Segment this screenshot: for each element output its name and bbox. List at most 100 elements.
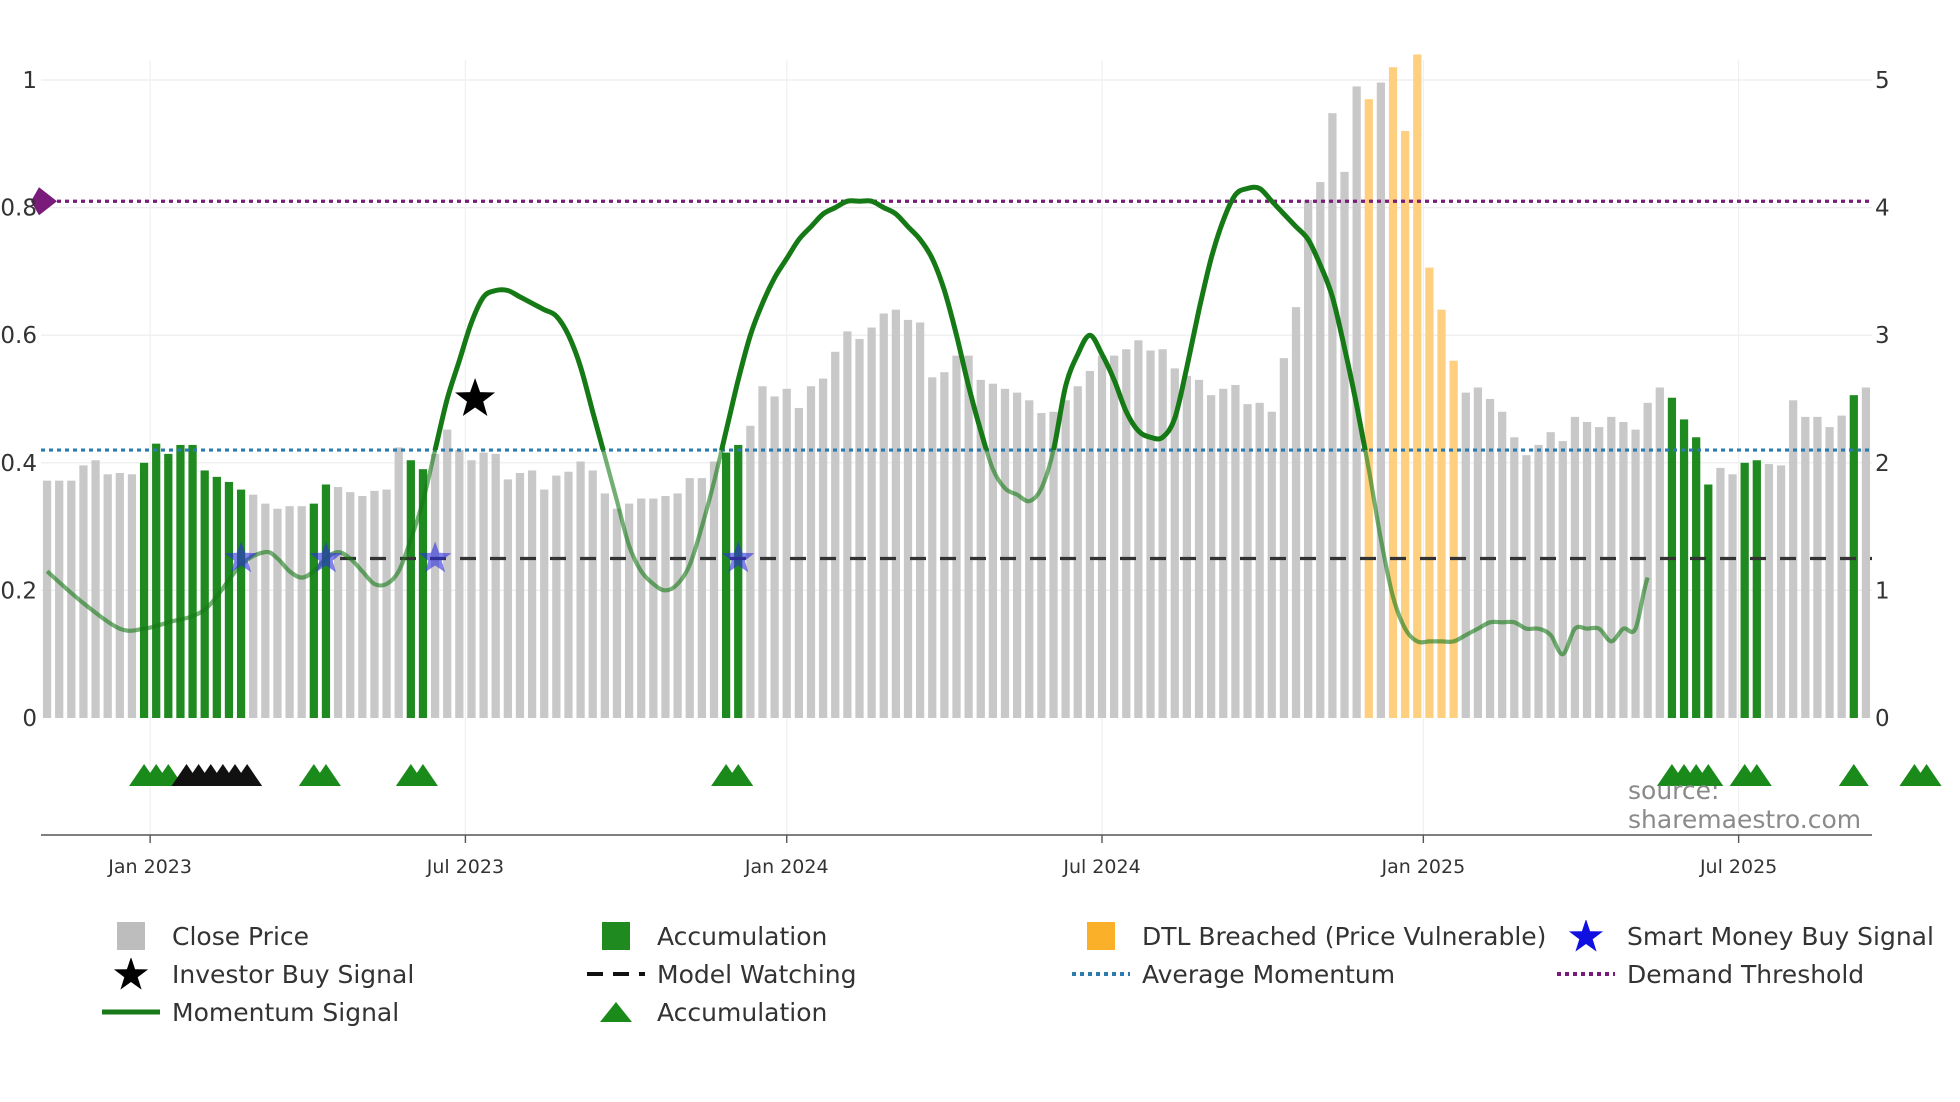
legend-dot-icon <box>1555 958 1617 990</box>
close-price-bar <box>42 480 52 718</box>
bottom-markers <box>129 764 1942 786</box>
momentum-layer <box>45 184 1650 657</box>
x-tick-label: Jan 2024 <box>744 856 829 878</box>
reference-lines <box>31 187 1872 561</box>
legend-item: Average Momentum <box>1070 958 1395 990</box>
legend-item: Model Watching <box>585 958 857 990</box>
close-price-bar <box>273 508 282 718</box>
close-price-bar <box>1376 82 1386 718</box>
close-price-bar <box>806 386 816 718</box>
close-price-bar <box>649 498 658 718</box>
dtl-breached-bar <box>1401 131 1410 719</box>
close-price-bar <box>1801 416 1810 718</box>
close-price-bar <box>1037 413 1046 718</box>
left-tick-label: 0.6 <box>0 323 37 349</box>
close-price-bar <box>782 388 791 718</box>
close-price-bar <box>952 355 961 718</box>
left-tick-label: 0.2 <box>0 578 37 604</box>
close-price-bar <box>455 450 464 718</box>
close-price-bar <box>1643 402 1652 718</box>
close-price-bar <box>1461 392 1470 718</box>
accumulation-bar <box>1679 419 1689 718</box>
close-price-bar <box>624 503 634 718</box>
accumulation-bar <box>321 484 331 718</box>
close-price-bar <box>831 351 840 718</box>
close-price-bar <box>564 471 573 718</box>
close-price-bar <box>1243 404 1252 718</box>
close-price-bar <box>709 461 719 718</box>
close-price-bar <box>1255 402 1264 718</box>
close-price-bar <box>673 493 682 718</box>
left-tick-label: 0.8 <box>0 196 37 222</box>
close-price-bar <box>115 473 124 718</box>
close-price-bar <box>1825 427 1834 718</box>
right-tick-label: 1 <box>1875 578 1890 604</box>
close-price-bar <box>346 492 355 718</box>
close-price-bar <box>637 498 646 718</box>
accumulation-triangle <box>1838 764 1869 786</box>
close-price-bar <box>600 493 609 718</box>
close-price-bar <box>1219 388 1228 718</box>
close-price-bar <box>915 322 925 718</box>
close-price-bar <box>261 503 270 718</box>
close-price-bar <box>1607 416 1616 718</box>
close-price-bar <box>1158 349 1167 718</box>
axes: Jan 2023 Jul 2023 Jan 2024 Jul 2024 Jan 2025… <box>0 68 1889 878</box>
source-label: source: sharemaestro.com <box>1628 776 1862 834</box>
legend-star-icon <box>100 958 162 990</box>
close-price-bar <box>1558 441 1567 718</box>
close-price-bar <box>1316 182 1325 718</box>
close-price-bar <box>1085 370 1095 718</box>
close-price-bar <box>1813 416 1822 718</box>
close-price-bar <box>1025 400 1034 718</box>
momentum-signal-line <box>432 184 1368 451</box>
accumulation-bar <box>418 469 428 718</box>
dtl-breached-bar <box>1425 267 1434 718</box>
right-tick-label: 5 <box>1875 68 1890 94</box>
close-price-bar <box>552 475 561 718</box>
legend-line-icon <box>100 996 162 1028</box>
accumulation-triangle <box>1741 764 1772 786</box>
close-price-bar <box>758 386 767 718</box>
close-price-bar <box>879 313 888 718</box>
close-price-bar <box>697 478 706 718</box>
legend-dot-icon <box>1070 958 1132 990</box>
accumulation-bar <box>309 503 318 718</box>
close-price-bar <box>382 489 391 718</box>
legend-item: Close Price <box>100 920 309 952</box>
close-price-bar <box>1013 392 1022 718</box>
close-price-bar <box>1546 432 1555 718</box>
close-price-bar <box>491 453 500 718</box>
close-price-bar <box>467 460 476 718</box>
legend-label: Investor Buy Signal <box>172 959 415 989</box>
accumulation-triangle <box>232 764 263 786</box>
dtl-breached-bar <box>1388 67 1398 719</box>
close-price-bar <box>976 379 985 718</box>
x-tick-label: Jul 2024 <box>1062 856 1140 878</box>
chart-svg: Jan 2023 Jul 2023 Jan 2024 Jul 2024 Jan 2025… <box>0 54 1942 878</box>
x-tick-label: Jul 2023 <box>426 856 504 878</box>
close-price-bar <box>1279 358 1289 718</box>
close-price-bar <box>79 465 88 718</box>
close-price-bar <box>503 479 512 718</box>
close-price-bar <box>1619 421 1628 718</box>
accumulation-bar <box>224 481 234 718</box>
dtl-breached-bar <box>1437 309 1446 718</box>
close-price-bar <box>1267 411 1276 718</box>
left-tick-label: 0.4 <box>0 451 37 477</box>
close-price-bar <box>1655 387 1664 718</box>
legend-item: Momentum Signal <box>100 996 399 1028</box>
legend-star-icon <box>1555 920 1617 952</box>
momentum-signal-line-low <box>45 450 1650 657</box>
close-price-bar <box>67 480 76 718</box>
close-price-bar <box>685 478 694 718</box>
close-price-bar <box>891 309 900 718</box>
accumulation-bar <box>1704 484 1713 718</box>
smart-money-star <box>722 541 755 573</box>
legend-item: Accumulation <box>585 920 827 952</box>
legend-square-icon <box>100 920 162 952</box>
close-price-bar <box>527 470 537 718</box>
close-price-bar <box>1000 388 1010 718</box>
legend-label: DTL Breached (Price Vulnerable) <box>1142 921 1547 951</box>
close-price-bar <box>1631 429 1640 718</box>
